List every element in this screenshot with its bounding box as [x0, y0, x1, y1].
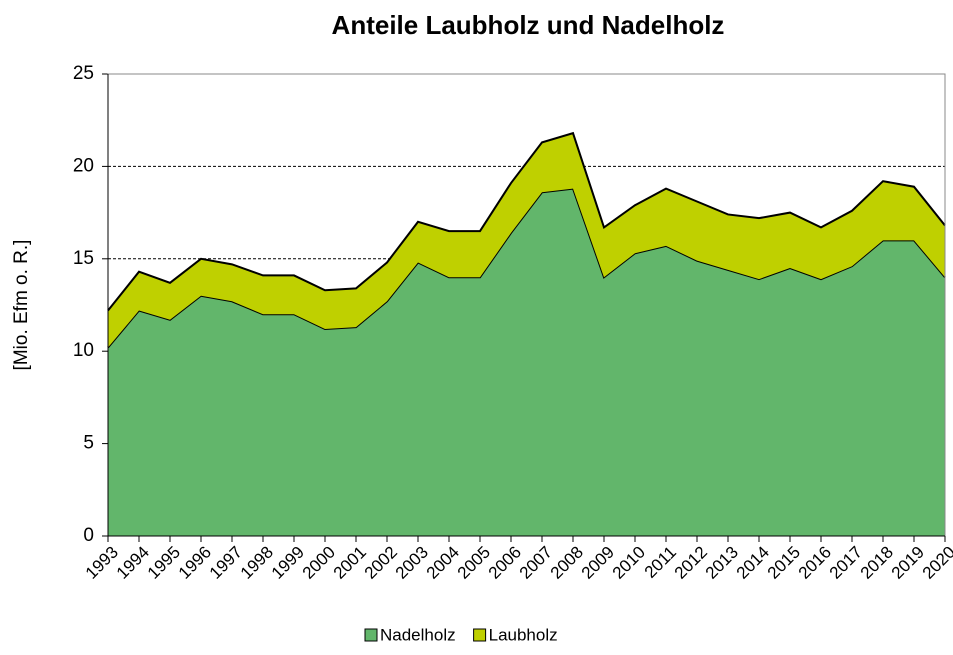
chart-title: Anteile Laubholz und Nadelholz — [332, 10, 725, 40]
x-tick-label: 1998 — [237, 543, 277, 583]
x-tick-label: 1996 — [175, 543, 215, 583]
y-tick-label: 0 — [83, 525, 94, 546]
y-tick-label: 10 — [73, 340, 94, 361]
x-tick-label: 2011 — [641, 543, 680, 582]
legend-label: Nadelholz — [380, 625, 456, 644]
y-tick-label: 15 — [73, 248, 94, 269]
x-tick-label: 2009 — [578, 543, 618, 583]
x-tick-label: 2001 — [330, 543, 370, 583]
legend-swatch — [473, 628, 487, 642]
x-tick-label: 2014 — [733, 543, 773, 583]
y-tick-label: 20 — [73, 155, 94, 176]
x-tick-label: 2005 — [454, 543, 494, 583]
x-tick-label: 2018 — [857, 543, 897, 583]
area — [108, 188, 945, 537]
x-tick-label: 1994 — [113, 543, 153, 583]
x-tick-label: 2008 — [547, 543, 587, 583]
y-tick-label: 5 — [83, 433, 94, 454]
legend-swatch — [364, 628, 378, 642]
x-tick-label: 2003 — [392, 543, 432, 583]
x-tick-label: 2019 — [888, 543, 928, 583]
area-line — [107, 131, 946, 312]
x-tick-label: 2013 — [702, 543, 742, 583]
y-tick-label: 25 — [73, 63, 94, 84]
x-tick-label: 2000 — [299, 543, 339, 583]
x-tick-label: 2020 — [919, 543, 953, 583]
x-tick-label: 2016 — [795, 543, 835, 583]
x-tick-label: 2017 — [826, 543, 866, 583]
legend-label: Laubholz — [489, 625, 558, 644]
x-tick-label: 2015 — [764, 543, 804, 583]
x-tick-label: 1997 — [206, 543, 246, 583]
area — [108, 133, 945, 348]
x-tick-label: 1999 — [268, 543, 308, 583]
x-tick-label: 2004 — [423, 543, 463, 583]
y-axis-label: [Mio. Efm o. R.] — [11, 240, 32, 371]
x-tick-label: 2007 — [516, 543, 556, 583]
x-tick-label: 2006 — [485, 543, 525, 583]
x-tick-label: 1995 — [144, 543, 184, 583]
x-tick-label: 2010 — [609, 543, 649, 583]
x-tick-label: 2002 — [361, 543, 401, 583]
area-line — [107, 187, 946, 349]
x-tick-label: 2012 — [671, 543, 711, 583]
x-tick-label: 1993 — [82, 543, 122, 583]
